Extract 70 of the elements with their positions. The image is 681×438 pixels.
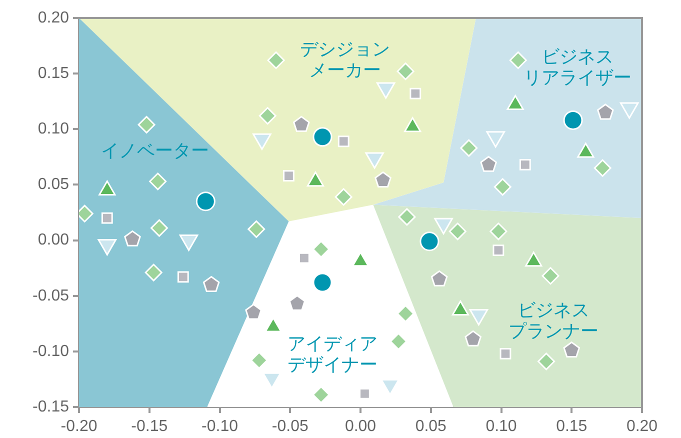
x-tick-label: -0.15 — [131, 418, 168, 436]
point — [149, 172, 167, 190]
y-tick-label: -0.10 — [32, 342, 70, 360]
y-tick-label: 0.05 — [38, 176, 70, 194]
point — [390, 332, 408, 350]
point — [312, 272, 332, 292]
y-tick-label: 0.15 — [38, 64, 70, 82]
point — [144, 264, 162, 282]
x-tick-label: 0.10 — [486, 418, 517, 436]
point — [594, 159, 612, 177]
point — [519, 159, 531, 170]
point — [312, 386, 330, 404]
point — [538, 352, 556, 370]
point — [480, 156, 497, 172]
point — [334, 188, 352, 206]
point — [490, 222, 508, 240]
point — [150, 219, 168, 237]
point — [509, 51, 527, 69]
series-label: デシジョンメーカー — [300, 38, 390, 80]
point — [293, 116, 310, 132]
x-tick-label: -0.20 — [60, 418, 98, 436]
point — [597, 104, 614, 120]
x-tick-label: 0.05 — [415, 418, 447, 436]
point — [492, 244, 504, 256]
point — [124, 230, 141, 246]
point — [396, 62, 414, 80]
point — [267, 51, 285, 69]
x-tick-label: -0.10 — [202, 418, 238, 436]
point — [500, 348, 512, 360]
point — [398, 208, 416, 226]
point — [396, 304, 414, 322]
point — [542, 267, 560, 285]
y-tick-label: 0.10 — [38, 120, 70, 138]
point — [563, 342, 580, 358]
point — [464, 330, 482, 346]
series-label: ビジネスリアライザー — [523, 46, 632, 88]
series-label: アイディアデザイナー — [287, 333, 378, 374]
point — [374, 172, 392, 188]
point — [298, 252, 310, 264]
point — [312, 127, 332, 147]
point — [196, 192, 216, 212]
y-tick-label: 0.00 — [38, 232, 70, 249]
series-label: イノベーター — [101, 140, 210, 160]
point — [138, 116, 156, 134]
y-tick-label: -0.05 — [32, 287, 70, 304]
point — [248, 220, 266, 238]
point — [288, 294, 306, 311]
x-tick-label: 0.15 — [556, 418, 588, 436]
point — [202, 276, 220, 292]
point — [338, 136, 350, 148]
point — [245, 304, 262, 320]
point — [283, 170, 294, 182]
point — [410, 88, 422, 100]
x-tick-label: 0.00 — [344, 418, 376, 436]
point — [177, 271, 189, 283]
point — [250, 352, 268, 370]
point — [494, 178, 512, 196]
x-tick-label: -0.05 — [272, 418, 308, 436]
point — [101, 212, 113, 224]
y-tick-label: 0.20 — [38, 9, 70, 26]
point — [448, 222, 466, 240]
point — [420, 232, 440, 252]
y-tick-label: -0.15 — [32, 398, 70, 416]
point — [258, 107, 276, 125]
point — [563, 110, 583, 130]
point — [430, 270, 448, 286]
series-label: ビジネスプランナー — [508, 300, 598, 341]
point — [312, 240, 330, 258]
x-tick-label: 0.20 — [626, 418, 658, 436]
point — [460, 139, 478, 157]
